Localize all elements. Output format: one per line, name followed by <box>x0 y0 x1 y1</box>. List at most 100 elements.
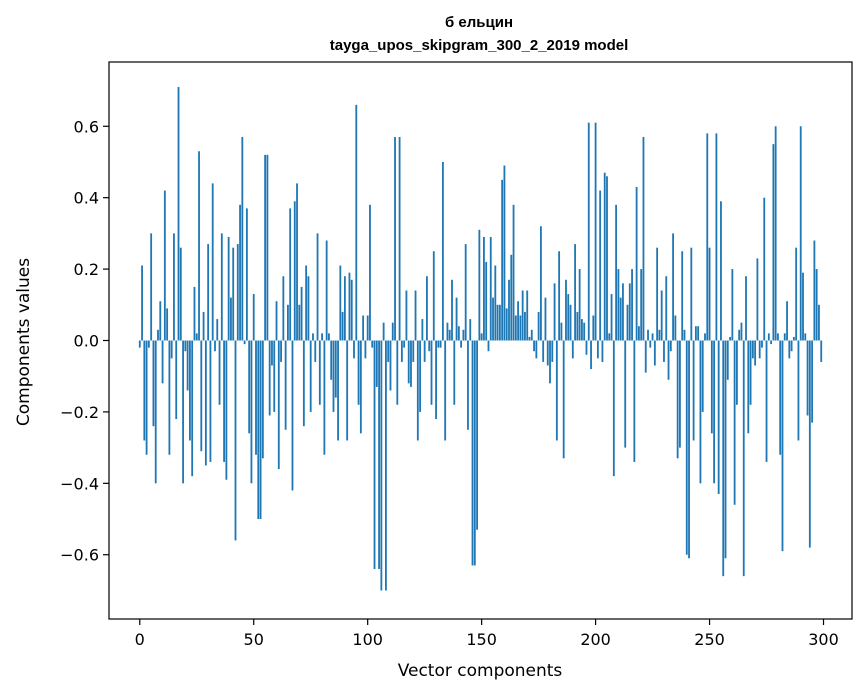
bar-218 <box>635 186 638 341</box>
bar-75 <box>309 340 312 412</box>
bar-244 <box>694 326 697 341</box>
bar-110 <box>389 340 392 391</box>
bars-group <box>138 86 823 591</box>
bar-270 <box>754 340 757 366</box>
bar-112 <box>394 136 396 341</box>
bar-209 <box>615 204 618 341</box>
bar-178 <box>544 297 547 341</box>
bar-103 <box>373 340 376 570</box>
bar-166 <box>517 301 520 341</box>
bar-280 <box>777 333 779 341</box>
bar-2 <box>143 340 146 441</box>
bar-208 <box>612 340 615 477</box>
bar-213 <box>624 340 627 448</box>
bar-8 <box>157 329 159 341</box>
bar-34 <box>216 319 219 341</box>
bar-132 <box>439 340 442 348</box>
bar-233 <box>669 340 672 352</box>
bar-85 <box>332 340 335 412</box>
bar-275 <box>765 340 768 462</box>
bar-167 <box>519 315 522 341</box>
bar-249 <box>706 133 709 341</box>
bar-33 <box>214 340 216 352</box>
bar-5 <box>150 233 153 341</box>
bar-127 <box>428 340 431 352</box>
x-tick-label: 0 <box>135 630 145 649</box>
bar-279 <box>774 126 777 341</box>
bar-0 <box>138 340 141 348</box>
x-axis-ticks: 0 50 100 150 200 250 300 <box>135 619 839 649</box>
bar-4 <box>147 340 150 348</box>
bar-50 <box>252 294 255 341</box>
bar-78 <box>316 233 319 341</box>
bar-284 <box>786 301 788 341</box>
bar-53 <box>259 340 262 520</box>
bar-73 <box>305 265 308 341</box>
bar-16 <box>175 340 178 420</box>
bar-99 <box>364 340 367 359</box>
bar-60 <box>275 301 278 341</box>
bar-144 <box>467 340 469 430</box>
x-tick-label: 300 <box>808 630 839 649</box>
bar-10 <box>161 340 164 384</box>
bar-113 <box>396 340 399 405</box>
bar-262 <box>735 340 738 405</box>
bar-143 <box>464 244 467 341</box>
bar-198 <box>590 340 592 370</box>
bar-247 <box>701 340 704 412</box>
bar-222 <box>644 340 647 373</box>
bar-229 <box>660 290 663 341</box>
bar-133 <box>441 161 444 341</box>
bar-125 <box>423 340 426 362</box>
bar-1 <box>141 265 143 341</box>
bar-171 <box>528 336 531 341</box>
bar-141 <box>460 340 463 348</box>
bar-256 <box>722 340 725 577</box>
bar-83 <box>328 333 330 341</box>
bar-260 <box>731 269 734 341</box>
bar-228 <box>658 329 661 341</box>
bar-30 <box>207 244 210 341</box>
bar-37 <box>223 340 225 462</box>
y-tick-label: 0.4 <box>74 189 99 208</box>
bar-202 <box>599 190 602 341</box>
bar-277 <box>770 340 772 345</box>
bar-104 <box>375 340 378 387</box>
bar-63 <box>282 276 285 341</box>
bar-26 <box>198 151 200 341</box>
bar-154 <box>489 236 492 341</box>
bar-287 <box>792 336 795 341</box>
bar-177 <box>542 340 545 362</box>
bar-147 <box>473 340 476 566</box>
y-tick-label: −0.6 <box>60 546 99 565</box>
bar-181 <box>551 340 554 362</box>
y-tick-label: −0.4 <box>60 474 99 493</box>
bar-223 <box>647 329 649 341</box>
bar-137 <box>451 279 453 341</box>
bar-271 <box>756 258 759 341</box>
bar-84 <box>330 340 333 380</box>
bar-41 <box>232 247 235 341</box>
bar-261 <box>733 340 736 505</box>
bar-175 <box>537 311 540 341</box>
bar-236 <box>676 340 679 459</box>
bar-292 <box>804 333 807 341</box>
bar-24 <box>193 286 196 341</box>
y-axis-ticks: −0.6 −0.4 −0.2 0.0 0.2 0.4 0.6 <box>60 117 109 565</box>
bar-273 <box>761 340 763 348</box>
bar-140 <box>457 326 460 341</box>
bar-81 <box>323 340 326 455</box>
bar-254 <box>717 340 720 495</box>
bar-116 <box>403 340 406 348</box>
bar-239 <box>683 329 686 341</box>
bar-289 <box>797 340 800 441</box>
y-tick-label: 0.0 <box>74 332 99 351</box>
bar-31 <box>209 340 212 462</box>
bar-258 <box>726 340 729 380</box>
bar-96 <box>357 340 360 405</box>
bar-27 <box>200 340 203 452</box>
bar-288 <box>795 247 798 341</box>
bar-92 <box>348 272 351 341</box>
bar-72 <box>302 340 305 427</box>
bar-266 <box>745 276 747 341</box>
